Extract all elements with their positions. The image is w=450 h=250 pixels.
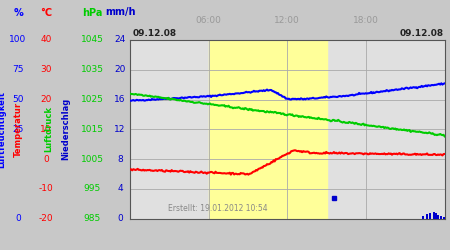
Text: 20: 20 [40, 95, 52, 104]
Text: Luftfeuchtigkeit: Luftfeuchtigkeit [0, 91, 6, 168]
Text: Erstellt: 19.01.2012 10:54: Erstellt: 19.01.2012 10:54 [168, 204, 268, 214]
Bar [422, 216, 423, 219]
Text: 75: 75 [12, 65, 24, 74]
Bar [432, 212, 435, 219]
Text: 4: 4 [117, 184, 123, 194]
Text: 24: 24 [114, 36, 126, 44]
Text: 0: 0 [117, 214, 123, 223]
Text: 1015: 1015 [81, 125, 104, 134]
Text: -10: -10 [39, 184, 54, 194]
Text: 30: 30 [40, 65, 52, 74]
Text: 06:00: 06:00 [196, 16, 221, 25]
Bar [437, 215, 439, 219]
Text: Luftdruck: Luftdruck [44, 106, 53, 152]
Text: Temperatur: Temperatur [14, 102, 22, 157]
Text: °C: °C [40, 8, 52, 18]
Text: 18:00: 18:00 [353, 16, 379, 25]
Text: 12:00: 12:00 [274, 16, 300, 25]
Text: 09.12.08: 09.12.08 [400, 28, 444, 38]
Text: 1025: 1025 [81, 95, 104, 104]
Text: 10: 10 [40, 125, 52, 134]
Text: 995: 995 [83, 184, 101, 194]
Text: -20: -20 [39, 214, 53, 223]
Text: mm/h: mm/h [105, 8, 135, 18]
Text: 12: 12 [114, 125, 126, 134]
Text: 1035: 1035 [81, 65, 104, 74]
Text: 50: 50 [12, 95, 24, 104]
Text: 40: 40 [40, 36, 52, 44]
Text: 25: 25 [12, 125, 24, 134]
Text: 100: 100 [9, 36, 27, 44]
Text: 0: 0 [43, 155, 49, 164]
Text: hPa: hPa [82, 8, 102, 18]
Text: 16: 16 [114, 95, 126, 104]
Text: 09.12.08: 09.12.08 [132, 28, 176, 38]
Text: 1005: 1005 [81, 155, 104, 164]
Bar [440, 216, 442, 219]
Bar [429, 213, 432, 219]
Text: 20: 20 [114, 65, 126, 74]
Text: Niederschlag: Niederschlag [61, 98, 70, 160]
Text: 0: 0 [15, 214, 21, 223]
Text: 8: 8 [117, 155, 123, 164]
Bar [435, 214, 437, 219]
Text: %: % [13, 8, 23, 18]
Text: 1045: 1045 [81, 36, 104, 44]
Bar [443, 216, 445, 219]
Bar [426, 214, 428, 219]
Text: 985: 985 [83, 214, 101, 223]
Bar [209, 40, 327, 219]
